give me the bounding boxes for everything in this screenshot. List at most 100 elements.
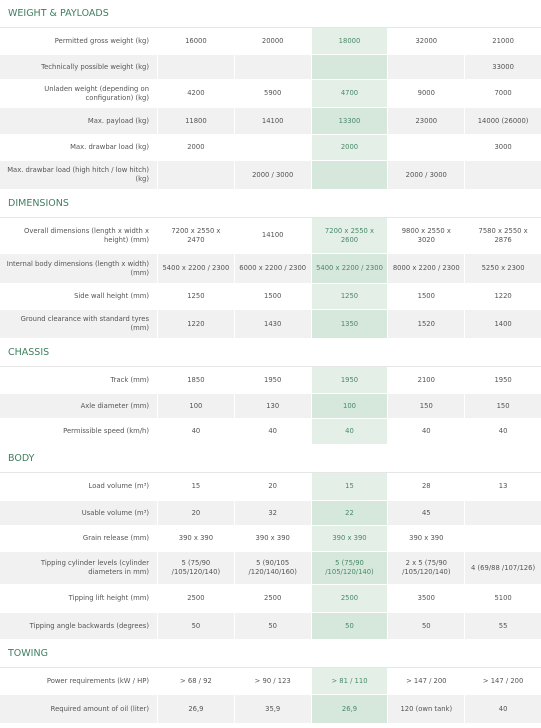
- table-row: Load volume (m³) 15 20 15 28 13: [0, 473, 541, 501]
- value-cell: 1350: [311, 310, 388, 338]
- value-cell: 40: [465, 419, 541, 444]
- value-cell: > 147 / 200: [388, 668, 465, 694]
- value-cell: 2100: [388, 367, 465, 393]
- value-cell: 15: [158, 473, 234, 500]
- value-cell: [465, 526, 541, 551]
- value-cell: 5 (75/90 /105/120/140): [311, 552, 388, 584]
- table-row: Tipping cylinder levels (cylinder diamet…: [0, 552, 541, 585]
- table-row: Max. drawbar load (kg) 2000 2000 3000: [0, 135, 541, 161]
- value-cell: 5 (75/90 /105/120/140): [158, 552, 234, 584]
- value-cell: 1500: [234, 284, 311, 309]
- value-cell: 9000: [388, 80, 465, 107]
- value-cell: 5100: [465, 585, 541, 612]
- value-cell: 14000 (26000): [465, 108, 541, 134]
- table-row: Internal body dimensions (length x width…: [0, 254, 541, 284]
- table-row: Max. payload (kg) 11800 14100 13300 23000 140…: [0, 108, 541, 135]
- value-cell: 1950: [234, 367, 311, 393]
- value-cell: 26,9: [311, 695, 388, 723]
- value-cell: 120 (own tank): [388, 695, 465, 723]
- row-label: Max. drawbar load (high hitch / low hitc…: [0, 161, 157, 189]
- table-row: Permitted gross weight (kg) 16000 20000 180…: [0, 28, 541, 55]
- value-cell: 1520: [388, 310, 465, 338]
- row-label: Permitted gross weight (kg): [0, 28, 157, 54]
- table-row: Axle diameter (mm) 100 130 100 150 150: [0, 394, 541, 419]
- value-cell: 1950: [465, 367, 541, 393]
- value-cell: 32: [234, 501, 311, 525]
- value-cell: 20000: [234, 28, 311, 54]
- value-cell: [234, 135, 311, 160]
- value-cell: 2500: [234, 585, 311, 612]
- row-label: Tipping lift height (mm): [0, 585, 157, 612]
- table-row: Usable volume (m³) 20 32 22 45: [0, 501, 541, 526]
- section-title: CHASSIS: [0, 339, 541, 367]
- table-row: Technically possible weight (kg) 33000: [0, 55, 541, 80]
- value-cell: 13: [465, 473, 541, 500]
- row-label: Max. drawbar load (kg): [0, 135, 157, 160]
- value-cell: 2000: [158, 135, 234, 160]
- value-cell: 50: [388, 613, 465, 639]
- value-cell: 3000: [465, 135, 541, 160]
- row-label: Tipping cylinder levels (cylinder diamet…: [0, 552, 157, 584]
- value-cell: [158, 55, 234, 79]
- value-cell: > 68 / 92: [158, 668, 234, 694]
- value-cell: [465, 501, 541, 525]
- value-cell: 100: [311, 394, 388, 418]
- value-cell: 2000 / 3000: [388, 161, 465, 189]
- value-cell: [234, 55, 311, 79]
- row-label: Unladen weight (depending on configurati…: [0, 80, 157, 107]
- value-cell: 150: [465, 394, 541, 418]
- row-label: Technically possible weight (kg): [0, 55, 157, 79]
- table-row: Side wall height (mm) 1250 1500 1250 1500 122…: [0, 284, 541, 310]
- row-label: Track (mm): [0, 367, 157, 393]
- value-cell: 7000: [465, 80, 541, 107]
- table-row: Max. drawbar load (high hitch / low hitc…: [0, 161, 541, 190]
- value-cell: [311, 161, 388, 189]
- value-cell: 2500: [158, 585, 234, 612]
- value-cell: [158, 161, 234, 189]
- value-cell: 6000 x 2200 / 2300: [234, 254, 311, 283]
- value-cell: 1220: [158, 310, 234, 338]
- table-row: Tipping lift height (mm) 2500 2500 2500 3500…: [0, 585, 541, 613]
- value-cell: 18000: [311, 28, 388, 54]
- value-cell: 2 x 5 (75/90 /105/120/140): [388, 552, 465, 584]
- value-cell: 33000: [465, 55, 541, 79]
- table-row: Power requirements (kW / HP) > 68 / 92 > 9…: [0, 668, 541, 695]
- table-row: Track (mm) 1850 1950 1950 2100 1950: [0, 367, 541, 394]
- value-cell: 4 (69/88 /107/126): [465, 552, 541, 584]
- value-cell: 390 x 390: [234, 526, 311, 551]
- value-cell: 22: [311, 501, 388, 525]
- value-cell: [465, 161, 541, 189]
- value-cell: > 147 / 200: [465, 668, 541, 694]
- value-cell: 2000: [311, 135, 388, 160]
- value-cell: 390 x 390: [158, 526, 234, 551]
- value-cell: > 90 / 123: [234, 668, 311, 694]
- value-cell: 1400: [465, 310, 541, 338]
- value-cell: 40: [311, 419, 388, 444]
- row-label: Overall dimensions (length x width x hei…: [0, 218, 157, 253]
- value-cell: [388, 55, 465, 79]
- table-row: Grain release (mm) 390 x 390 390 x 390 390 …: [0, 526, 541, 552]
- value-cell: 40: [234, 419, 311, 444]
- value-cell: 20: [234, 473, 311, 500]
- value-cell: 26,9: [158, 695, 234, 723]
- section-title: DIMENSIONS: [0, 190, 541, 218]
- value-cell: 1250: [158, 284, 234, 309]
- table-row: Overall dimensions (length x width x hei…: [0, 218, 541, 254]
- value-cell: 1220: [465, 284, 541, 309]
- value-cell: 7200 x 2550 x 2470: [158, 218, 234, 253]
- value-cell: 130: [234, 394, 311, 418]
- table-row: Required amount of oil (liter) 26,9 35,9 26…: [0, 695, 541, 724]
- value-cell: 5250 x 2300: [465, 254, 541, 283]
- value-cell: 1250: [311, 284, 388, 309]
- section-title: TOWING: [0, 640, 541, 668]
- value-cell: 390 x 390: [388, 526, 465, 551]
- value-cell: 14100: [234, 218, 311, 253]
- value-cell: 55: [465, 613, 541, 639]
- value-cell: 11800: [158, 108, 234, 134]
- table-row: Unladen weight (depending on configurati…: [0, 80, 541, 108]
- value-cell: 40: [158, 419, 234, 444]
- row-label: Grain release (mm): [0, 526, 157, 551]
- value-cell: 50: [311, 613, 388, 639]
- value-cell: 1500: [388, 284, 465, 309]
